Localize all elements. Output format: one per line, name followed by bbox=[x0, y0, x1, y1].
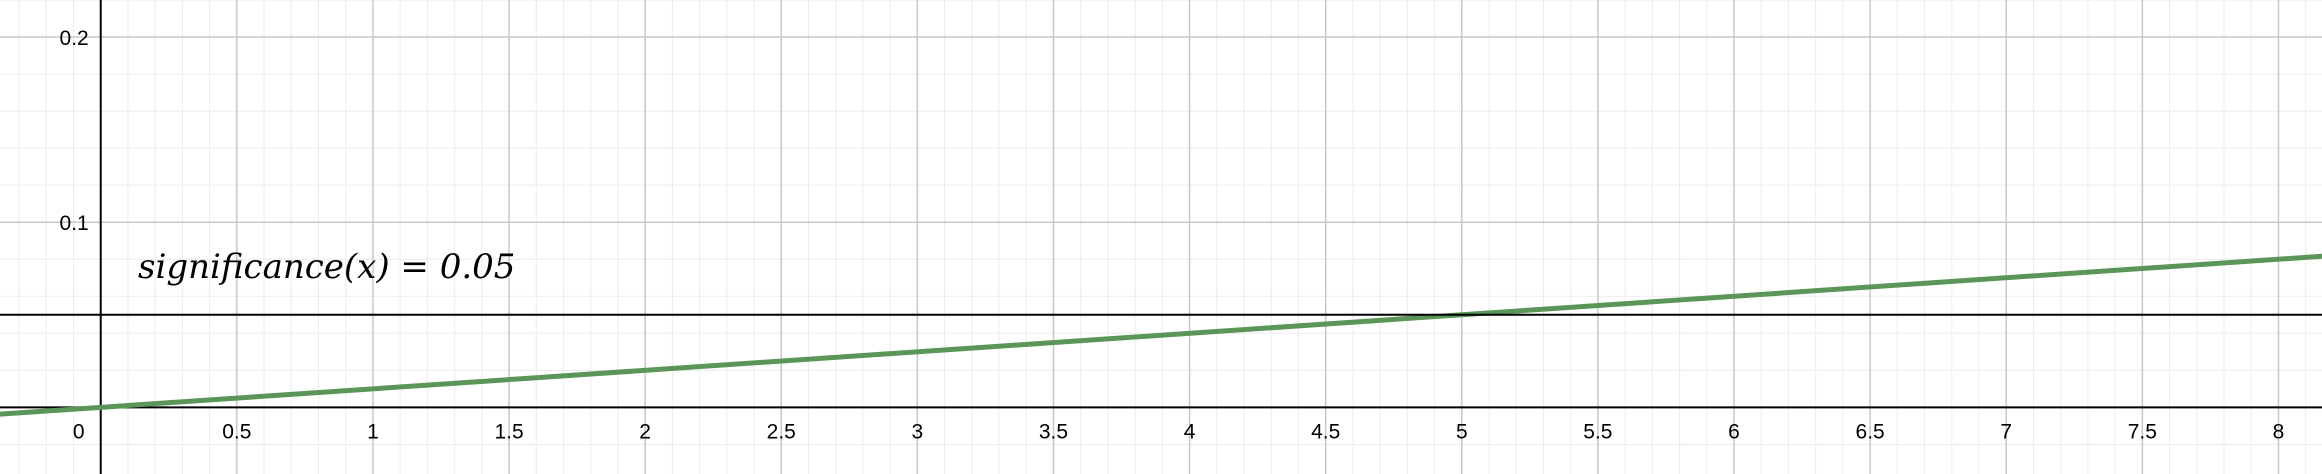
x-tick-label: 6 bbox=[1728, 420, 1740, 443]
x-tick-label: 5 bbox=[1456, 420, 1468, 443]
x-tick-label: 1.5 bbox=[494, 420, 523, 443]
x-tick-label: 0.5 bbox=[222, 420, 251, 443]
x-tick-label: 3 bbox=[912, 420, 924, 443]
plot-series bbox=[0, 253, 2322, 417]
x-tick-label: 7 bbox=[2000, 420, 2012, 443]
x-tick-label: 2 bbox=[639, 420, 651, 443]
x-tick-label: 1 bbox=[367, 420, 379, 443]
y-tick-label: 0.1 bbox=[60, 212, 89, 235]
x-tick-label: 4 bbox=[1184, 420, 1196, 443]
tick-labels: 0 0.5 1 1.5 2 2.5 3 3.5 4 4.5 5 5.5 6 6.5 7 7.5 8 0.1 0.2 bbox=[60, 27, 2285, 443]
x-tick-label: 0 bbox=[73, 420, 85, 443]
series-line-significance bbox=[0, 253, 2322, 417]
x-tick-label: 3.5 bbox=[1039, 420, 1068, 443]
equation-annotation: significance(x) = 0.05 bbox=[138, 247, 515, 287]
x-tick-label: 4.5 bbox=[1311, 420, 1340, 443]
x-tick-label: 7.5 bbox=[2128, 420, 2157, 443]
x-tick-label: 8 bbox=[2273, 420, 2285, 443]
x-tick-label: 6.5 bbox=[1856, 420, 1885, 443]
x-tick-label: 5.5 bbox=[1583, 420, 1612, 443]
y-tick-label: 0.2 bbox=[60, 27, 89, 50]
x-tick-label: 2.5 bbox=[767, 420, 796, 443]
